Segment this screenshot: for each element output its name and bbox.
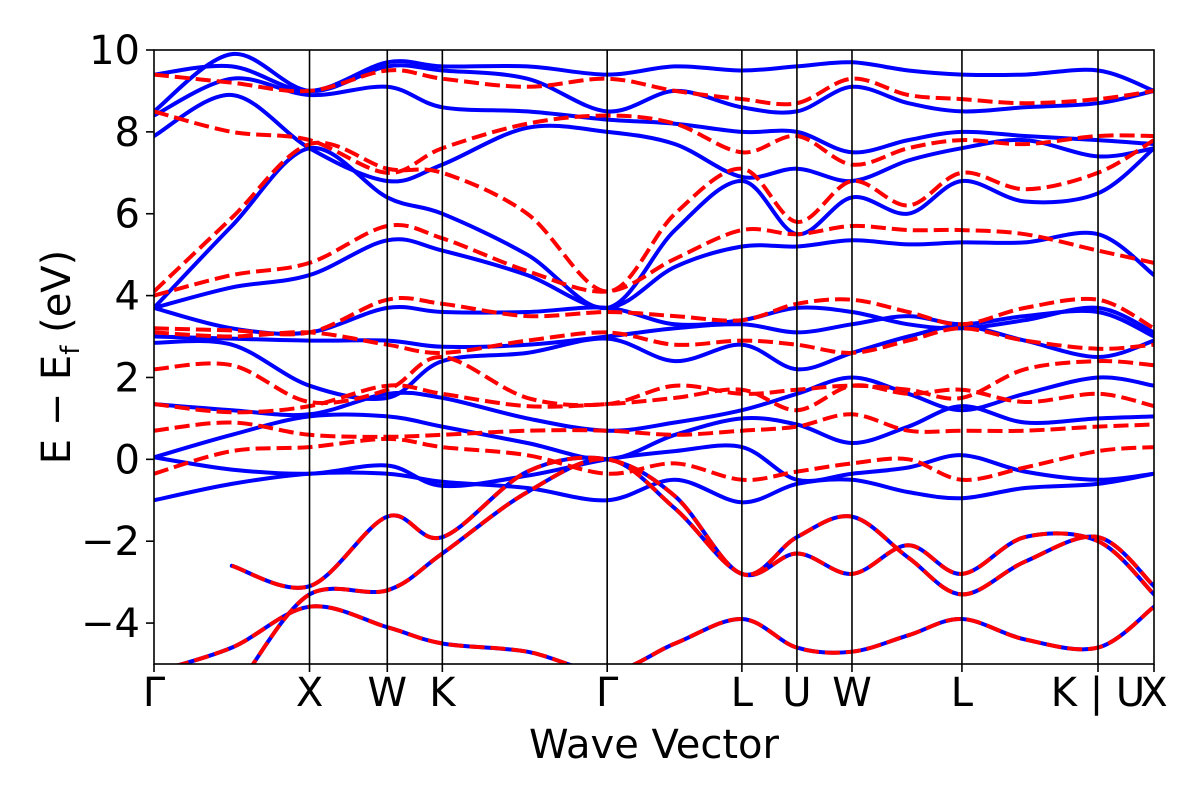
x-tick-label: K | U xyxy=(1051,670,1145,716)
x-tick-label: L xyxy=(731,670,754,716)
band-line xyxy=(154,308,1154,349)
band-line xyxy=(154,92,1154,184)
band-line xyxy=(175,604,1154,664)
plot-frame xyxy=(153,49,1155,665)
band-line xyxy=(231,455,1154,597)
y-tick-label: −4 xyxy=(81,601,140,647)
band-line xyxy=(154,375,1154,433)
kpoint-lines xyxy=(308,50,1099,664)
y-axis-title-unit: (eV) xyxy=(34,250,80,346)
x-tick-label: W xyxy=(832,670,872,716)
y-axis-title: E − Ef (eV) xyxy=(34,250,86,465)
x-tick-label: U xyxy=(782,670,811,716)
y-tick-label: 2 xyxy=(115,355,140,401)
y-axis-ticks: −4 −2 0 2 4 6 8 10 xyxy=(81,28,154,647)
band-line xyxy=(154,109,1154,175)
band-line xyxy=(154,354,1154,408)
band-line xyxy=(154,295,1154,337)
y-tick-label: 10 xyxy=(89,28,140,74)
x-tick-label: X xyxy=(1140,670,1167,716)
band-line xyxy=(154,383,1154,415)
y-tick-label: 0 xyxy=(115,437,140,483)
band-line xyxy=(154,68,1154,107)
band-line xyxy=(154,404,1154,462)
band-line xyxy=(154,223,1154,298)
band-line xyxy=(154,138,1154,294)
x-tick-label: L xyxy=(951,670,974,716)
y-tick-label: −2 xyxy=(81,519,140,565)
band-line xyxy=(154,436,1154,482)
y-axis-title-main: E − E xyxy=(34,355,80,465)
y-tick-label: 6 xyxy=(115,192,140,238)
x-tick-label: K xyxy=(429,670,457,716)
x-tick-label: Γ xyxy=(143,670,166,716)
band-line xyxy=(154,305,1154,336)
x-tick-label: W xyxy=(368,670,408,716)
x-axis-title: Wave Vector xyxy=(529,722,780,768)
band-line xyxy=(154,76,1154,155)
y-tick-label: 8 xyxy=(115,110,140,156)
band-line xyxy=(154,146,1154,310)
y-axis-title-subscript: f xyxy=(56,345,86,355)
series-layer xyxy=(154,52,1154,664)
band-line xyxy=(154,230,1154,310)
series-dashed xyxy=(154,68,1154,664)
band-line xyxy=(154,443,1154,489)
band-line xyxy=(154,470,1154,505)
x-tick-label: X xyxy=(296,670,323,716)
x-tick-label: Γ xyxy=(596,670,619,716)
band-line xyxy=(154,412,1154,439)
band-line xyxy=(154,326,1154,355)
y-tick-label: 4 xyxy=(115,274,140,320)
